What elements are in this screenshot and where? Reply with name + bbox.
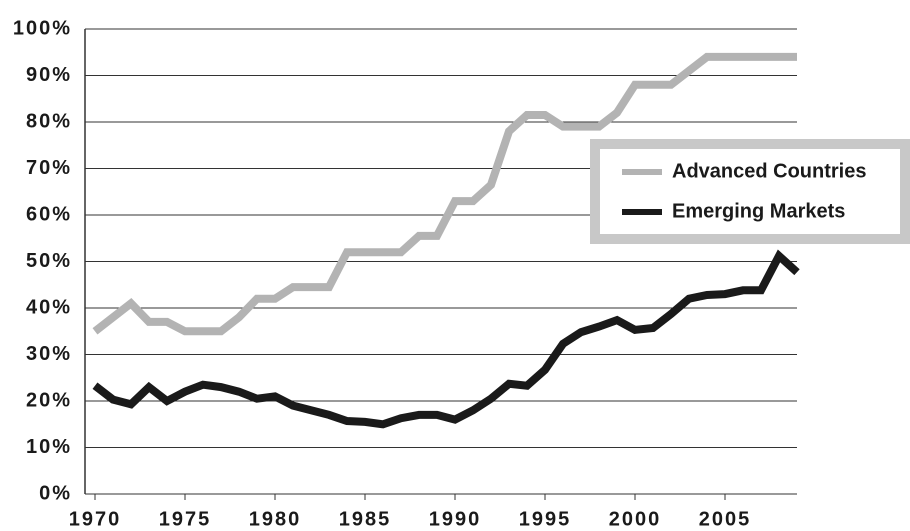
y-tick-label: 10% bbox=[26, 436, 72, 458]
x-tick-label: 1980 bbox=[249, 508, 302, 530]
y-tick-label: 70% bbox=[26, 157, 72, 179]
x-tick-label: 1970 bbox=[69, 508, 122, 530]
x-tick-label: 2000 bbox=[609, 508, 662, 530]
y-tick-label: 80% bbox=[26, 110, 72, 132]
legend-box bbox=[590, 139, 910, 244]
y-tick-label: 60% bbox=[26, 203, 72, 225]
legend-label: Advanced Countries bbox=[672, 160, 866, 182]
y-tick-label: 100% bbox=[13, 17, 72, 39]
y-tick-label: 50% bbox=[26, 250, 72, 272]
series-line bbox=[92, 249, 800, 429]
legend: Advanced Countries Emerging Markets bbox=[590, 139, 910, 244]
y-tick-label: 20% bbox=[26, 389, 72, 411]
x-tick-label: 1990 bbox=[429, 508, 482, 530]
legend-label: Emerging Markets bbox=[672, 200, 845, 222]
y-tick-label: 30% bbox=[26, 343, 72, 365]
y-tick-label: 0% bbox=[39, 482, 72, 504]
x-tick-label: 1995 bbox=[519, 508, 572, 530]
x-tick-label: 1975 bbox=[159, 508, 212, 530]
y-tick-label: 40% bbox=[26, 296, 72, 318]
y-tick-label: 90% bbox=[26, 64, 72, 86]
x-tick-label: 2005 bbox=[699, 508, 752, 530]
series-line bbox=[92, 52, 797, 336]
x-tick-label: 1985 bbox=[339, 508, 392, 530]
